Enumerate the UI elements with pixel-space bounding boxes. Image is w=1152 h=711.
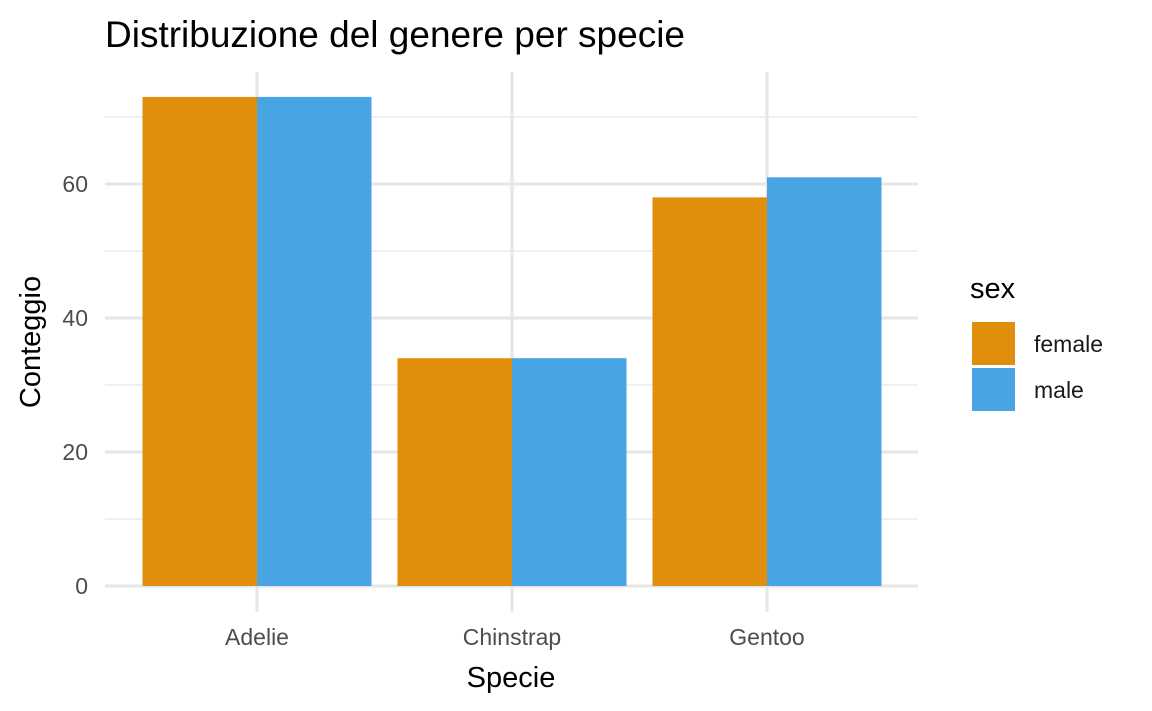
chart-title: Distribuzione del genere per specie [105,14,685,55]
x-axis-ticks: Adelie Chinstrap Gentoo [225,624,805,650]
y-axis-ticks: 0 20 40 60 [62,171,88,599]
y-tick-label: 20 [62,439,88,465]
bar-male-gentoo [767,177,882,587]
legend-label-female: female [1034,331,1103,357]
legend-title: sex [970,273,1016,305]
x-tick-label: Chinstrap [463,624,561,650]
bar-male-chinstrap [512,358,627,586]
y-tick-label: 0 [75,573,88,599]
y-tick-label: 60 [62,171,88,197]
y-axis-title: Conteggio [15,276,47,408]
legend-swatch-female [972,322,1015,365]
bar-female-adelie [142,96,257,587]
x-tick-label: Gentoo [729,624,804,650]
legend-swatch-male [972,368,1015,411]
x-axis-title: Specie [467,662,556,694]
bar-female-chinstrap [397,358,512,586]
bar-male-adelie [257,96,372,587]
bar-female-gentoo [652,197,767,586]
legend-label-male: male [1034,377,1084,403]
legend: sex female male [970,273,1103,411]
x-tick-label: Adelie [225,624,289,650]
bars [142,96,882,587]
y-tick-label: 40 [62,305,88,331]
